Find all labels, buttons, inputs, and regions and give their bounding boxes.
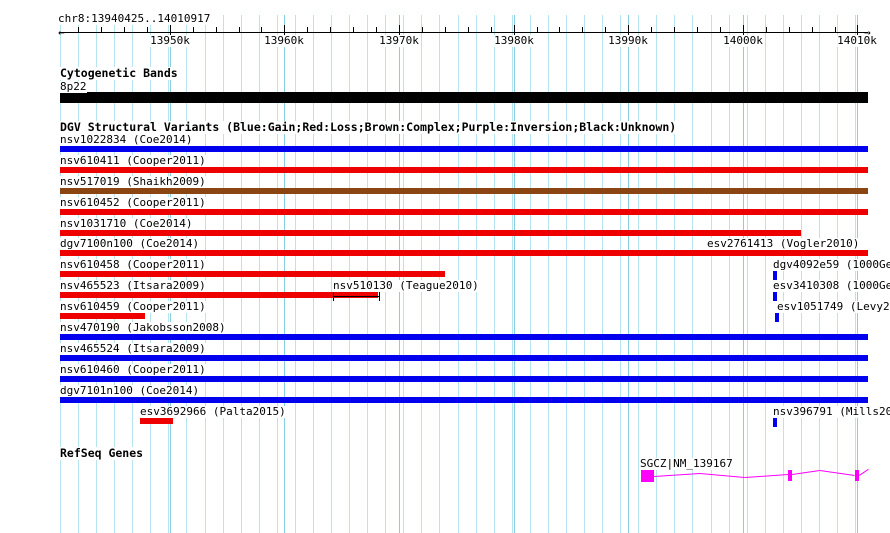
ruler-tick-minor [376,27,377,33]
ruler-tick-minor [582,27,583,33]
dgv-variant-bar[interactable] [60,167,868,173]
gene-name-label[interactable]: SGCZ|NM_139167 [640,457,733,470]
gene-exon-block[interactable] [641,470,654,482]
ruler-tick-minor [605,27,606,33]
ruler-tick-label: 13950k [150,34,190,47]
locus-coordinate-label: chr8:13940425..14010917 [58,12,211,25]
ruler-tick-minor [651,27,652,33]
ruler-tick-minor [445,27,446,33]
dgv-variant-bar[interactable] [773,271,777,280]
dgv-variant-label[interactable]: esv1051749 (Levy2007) [777,301,890,313]
ruler-tick-minor [307,27,308,33]
ruler-tick-minor [78,27,79,33]
ruler-tick-minor [720,27,721,33]
ruler-tick-minor [216,27,217,33]
ruler-tick-minor [239,27,240,33]
gene-intron-line [859,469,869,476]
ruler-tick-minor [124,27,125,33]
ruler-tick-label: 14010k [837,34,877,47]
gene-intron-line [745,474,789,478]
dgv-variant-bar[interactable] [60,209,868,215]
ruler-tick-label: 14000k [723,34,763,47]
dgv-variant-label[interactable]: nsv517019 (Shaikh2009) [60,175,206,188]
ruler-tick-label: 13970k [379,34,419,47]
ruler-tick-minor [537,27,538,33]
dgv-variant-bar[interactable] [60,355,868,361]
dgv-variant-label[interactable]: nsv610459 (Cooper2011) [60,300,206,313]
dgv-variant-bar[interactable] [773,292,777,301]
dgv-variant-label[interactable]: nsv610458 (Cooper2011) [60,258,206,271]
ruler-tick-label: 13990k [608,34,648,47]
ruler-tick-minor [147,27,148,33]
dgv-variant-bar[interactable] [60,376,868,382]
gene-exon-block[interactable] [788,470,792,481]
dgv-variant-bar[interactable] [60,313,145,319]
ruler-tick-minor [766,27,767,33]
dgv-variant-bar[interactable] [707,250,868,256]
dgv-variant-bar[interactable] [60,230,801,236]
dgv-variant-label[interactable]: nsv610411 (Cooper2011) [60,154,206,167]
section-title-dgv-structural-variants: DGV Structural Variants (Blue:Gain;Red:L… [60,120,677,134]
gene-intron-line [792,470,821,475]
ruler-tick-label: 13960k [264,34,304,47]
dgv-variant-bar[interactable] [60,397,868,403]
dgv-variant-bar[interactable] [60,250,868,256]
ruler-tick-minor [835,27,836,33]
ruler-right-arrow-icon: → [864,26,871,39]
ruler-tick-minor [674,27,675,33]
ruler-tick-minor [812,27,813,33]
cytoband-label: 8p22 [60,80,87,93]
dgv-variant-line-endcap [379,292,380,301]
dgv-variant-bar[interactable] [60,271,445,277]
dgv-variant-label[interactable]: nsv470190 (Jakobsson2008) [60,321,226,334]
ruler-tick-minor [261,27,262,33]
dgv-variant-label[interactable]: dgv7100n100 (Coe2014) [60,237,200,250]
ruler-tick-minor [422,27,423,33]
dgv-variant-bar[interactable] [60,146,868,152]
cytoband-bar[interactable] [60,92,868,103]
ruler-tick-minor [468,27,469,33]
dgv-variant-label[interactable]: esv2761413 (Vogler2010) [707,237,860,250]
dgv-variant-label[interactable]: nsv1031710 (Coe2014) [60,217,193,230]
dgv-variant-label[interactable]: nsv465523 (Itsara2009) [60,279,206,292]
ruler-tick-minor [353,27,354,33]
section-title-refseq-genes: RefSeq Genes [60,446,144,460]
dgv-variant-label[interactable]: dgv7101n100 (Coe2014) [60,384,200,397]
dgv-variant-label[interactable]: nsv610460 (Cooper2011) [60,363,206,376]
genomic-ruler[interactable]: chr8:13940425..14010917 ← → 13950k 13960k… [0,0,890,60]
dgv-variant-bar[interactable] [60,292,378,298]
dgv-variant-label[interactable]: nsv510130 (Teague2010) [333,279,479,292]
ruler-tick-minor [101,27,102,33]
dgv-variant-bar[interactable] [60,188,868,194]
dgv-variant-bar[interactable] [140,418,173,424]
ruler-tick-minor [491,27,492,33]
ruler-tick-minor [559,27,560,33]
ruler-tick-minor [697,27,698,33]
dgv-variant-bar[interactable] [775,313,779,322]
dgv-variant-label[interactable]: dgv4092e59 (1000Genomes) [773,259,890,271]
dgv-variant-label[interactable]: esv3692966 (Palta2015) [140,405,286,418]
dgv-variant-label[interactable]: nsv396791 (Mills2006) [773,406,890,418]
ruler-tick-minor [330,27,331,33]
gene-intron-line [654,473,701,477]
dgv-variant-bar[interactable] [60,334,868,340]
dgv-variant-label[interactable]: nsv1022834 (Coe2014) [60,133,193,146]
gene-exon-block[interactable] [855,470,859,481]
gene-intron-line [819,470,855,476]
dgv-variant-label[interactable]: esv3410308 (1000Genomes) [773,280,890,292]
gene-intron-line [699,473,745,478]
section-title-cytogenetic-bands: Cytogenetic Bands [60,66,178,80]
ruler-tick-label: 13980k [494,34,534,47]
dgv-variant-line-endcap [333,292,334,301]
ruler-tick-minor [789,27,790,33]
ruler-left-arrow-icon: ← [58,26,65,39]
dgv-variant-bar[interactable] [773,418,777,427]
dgv-variant-label[interactable]: nsv465524 (Itsara2009) [60,342,206,355]
ruler-axis-line [60,32,868,33]
dgv-variant-label[interactable]: nsv610452 (Cooper2011) [60,196,206,209]
dgv-variant-line[interactable] [333,296,379,297]
ruler-tick-minor [193,27,194,33]
